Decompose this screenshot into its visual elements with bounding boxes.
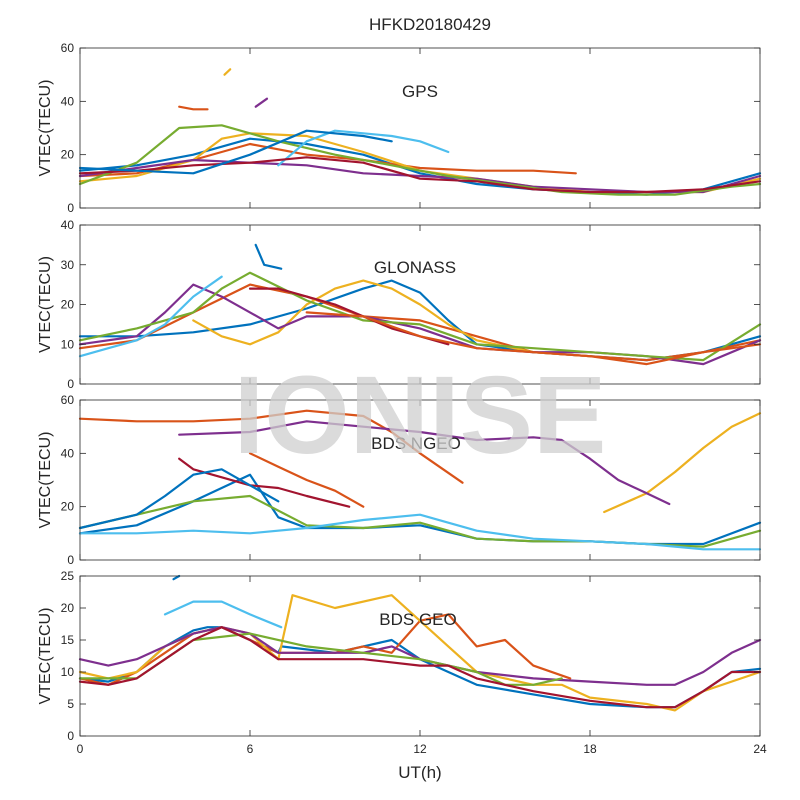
panel-label: GLONASS xyxy=(374,258,456,277)
y-axis-label: VTEC(TECU) xyxy=(37,80,54,177)
y-tick-label: 40 xyxy=(61,218,75,232)
y-axis-label: VTEC(TECU) xyxy=(37,432,54,529)
y-tick-label: 0 xyxy=(67,201,74,215)
series-line xyxy=(78,271,762,362)
series-line xyxy=(78,468,280,530)
y-tick-label: 20 xyxy=(61,298,75,312)
y-tick-label: 0 xyxy=(67,729,74,743)
y-axis-label: VTEC(TECU) xyxy=(37,608,54,705)
series-line xyxy=(78,275,223,358)
series-line xyxy=(178,420,671,506)
x-axis-label: UT(h) xyxy=(398,763,441,782)
panel-3: 0 6 12 18 24 0 5 10 15 20 25 VTEC(TECU) BDS GEO xyxy=(37,569,767,756)
series-group xyxy=(78,409,762,551)
x-tick-label: 24 xyxy=(753,742,767,756)
series-line xyxy=(78,513,762,551)
y-tick-label: 60 xyxy=(61,41,75,55)
y-tick-label: 10 xyxy=(61,337,75,351)
series-line xyxy=(178,105,209,111)
series-line xyxy=(192,279,592,358)
y-tick-label: 10 xyxy=(61,665,75,679)
series-group xyxy=(78,68,762,196)
chart-title: HFKD20180429 xyxy=(369,15,491,34)
y-tick-label: 20 xyxy=(61,601,75,615)
panel-label: BDS GEO xyxy=(379,610,456,629)
series-line xyxy=(305,311,762,366)
x-tick-label: 12 xyxy=(413,742,427,756)
x-tick-label: 6 xyxy=(247,742,254,756)
series-line xyxy=(78,626,762,709)
watermark-text: IONISE xyxy=(234,354,607,477)
series-group xyxy=(78,243,762,366)
y-tick-label: 40 xyxy=(61,94,75,108)
series-line xyxy=(254,243,283,270)
y-tick-label: 60 xyxy=(61,393,75,407)
x-tick-label: 18 xyxy=(583,742,597,756)
y-tick-label: 40 xyxy=(61,446,75,460)
series-line xyxy=(78,626,762,686)
y-tick-label: 5 xyxy=(67,697,74,711)
series-group xyxy=(78,574,762,712)
series-line xyxy=(78,156,762,194)
panel-1: 0 10 20 30 40 VTEC(TECU) GLONASS xyxy=(37,218,762,391)
series-line xyxy=(248,452,365,508)
panel-label: BDS NGEO xyxy=(371,434,461,453)
series-line xyxy=(78,142,577,178)
panel-0: 0 20 40 60 VTEC(TECU) GPS xyxy=(37,41,762,215)
plot-area xyxy=(80,400,760,560)
series-line xyxy=(78,409,464,484)
series-line xyxy=(78,129,393,175)
y-tick-label: 0 xyxy=(67,553,74,567)
y-tick-label: 25 xyxy=(61,569,75,583)
panel-label: GPS xyxy=(402,82,438,101)
y-tick-label: 20 xyxy=(61,148,75,162)
series-line xyxy=(254,97,269,108)
x-tick-label: 0 xyxy=(77,742,84,756)
series-line xyxy=(223,68,232,76)
series-line xyxy=(163,600,283,629)
y-tick-label: 20 xyxy=(61,500,75,514)
y-tick-label: 15 xyxy=(61,633,75,647)
y-tick-label: 30 xyxy=(61,258,75,272)
series-line xyxy=(172,574,181,581)
series-line xyxy=(603,412,762,514)
y-axis-label: VTEC(TECU) xyxy=(37,256,54,353)
series-line xyxy=(277,129,450,167)
y-tick-label: 0 xyxy=(67,377,74,391)
panel-2: 0 20 40 60 VTEC(TECU) BDS NGEO xyxy=(37,393,762,567)
plot-area xyxy=(80,576,760,736)
series-line xyxy=(78,124,762,196)
